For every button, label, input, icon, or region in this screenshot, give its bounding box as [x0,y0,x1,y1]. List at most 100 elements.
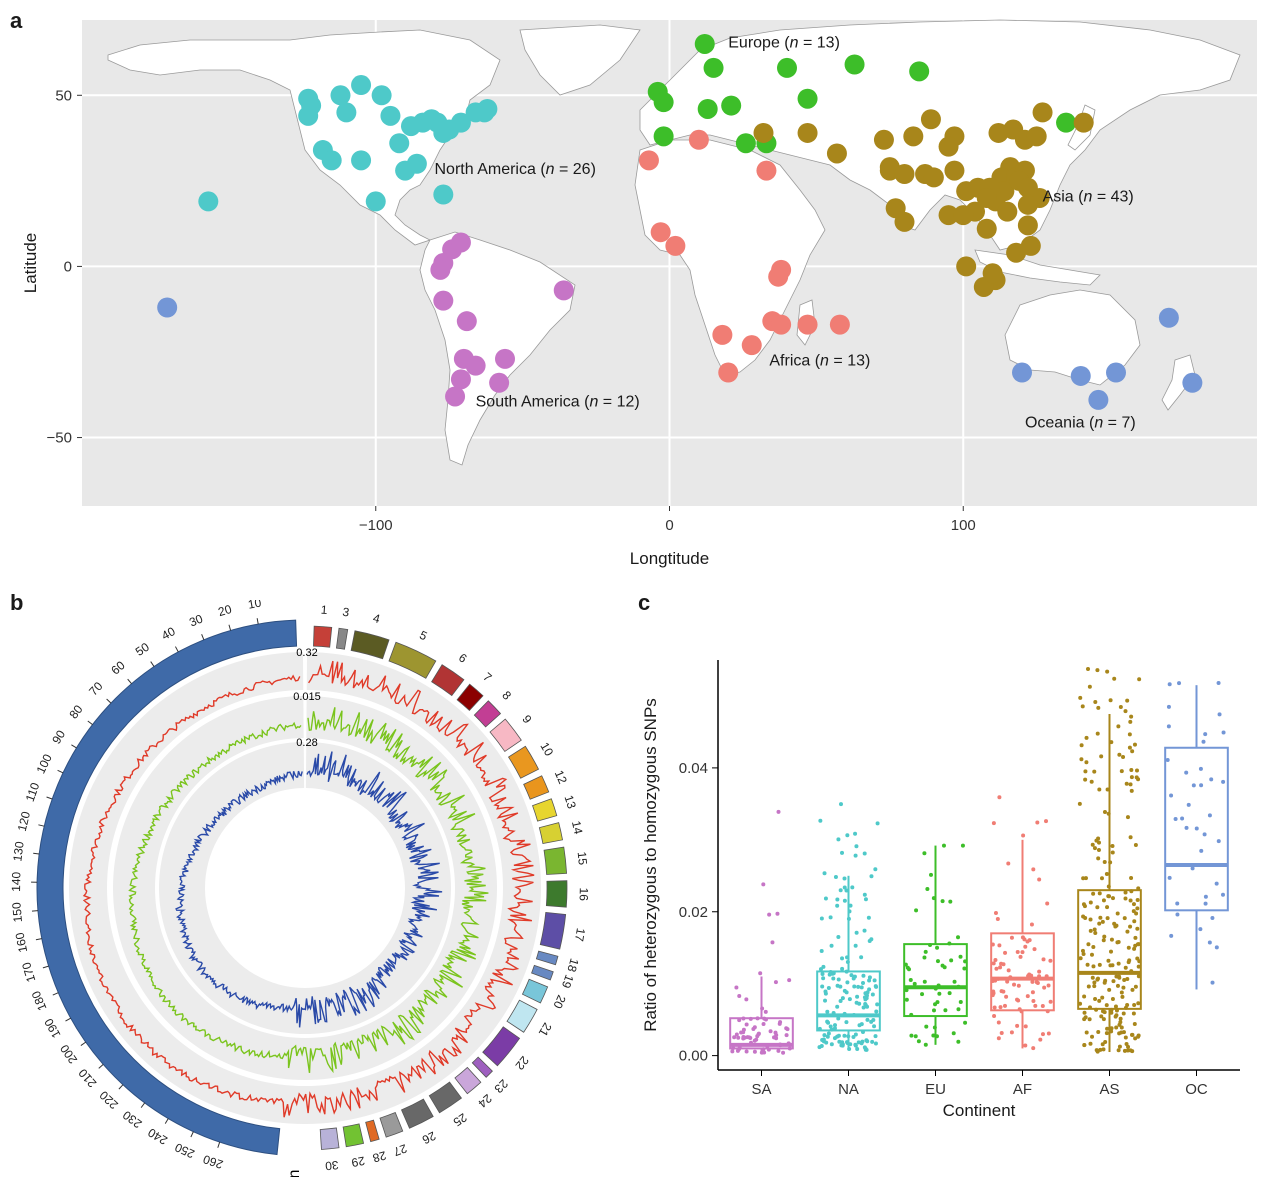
scaffold-tick [217,1141,221,1148]
jitter-point-af [999,1031,1004,1036]
jitter-point-na [849,973,854,978]
scaffold-tick [57,769,64,774]
jitter-point-as [1105,905,1110,910]
jitter-point-eu [941,843,946,848]
map-point-asia [923,167,944,188]
map-point-europe [844,54,865,75]
jitter-point-na [827,972,832,977]
map-point-europe [703,57,724,78]
jitter-point-af [997,943,1002,948]
jitter-point-as [1081,876,1086,881]
chromosome-block-5 [388,641,437,679]
jitter-point-as [1105,916,1110,921]
jitter-point-na [869,874,874,879]
chromosome-block-22 [482,1026,521,1067]
scaffold-tick [228,624,232,631]
jitter-point-na [835,897,840,902]
map-point-south-america [465,355,486,376]
jitter-point-as [1116,974,1121,979]
jitter-point-as [1110,844,1115,849]
jitter-point-na [872,1024,877,1029]
jitter-point-as [1092,846,1097,851]
jitter-point-eu [948,899,953,904]
jitter-point-as [1086,942,1091,947]
box-eu [903,943,968,1018]
jitter-point-oc [1167,875,1172,880]
jitter-point-as [1131,1011,1136,1016]
chromosome-block-28 [365,1119,380,1143]
map-point-africa [771,314,792,335]
jitter-point-na [838,888,843,893]
scaffold-tick [52,992,59,996]
jitter-point-as [1132,919,1137,924]
jitter-point-oc [1198,766,1203,771]
map-point-asia [1006,242,1027,263]
jitter-point-na [850,885,855,890]
chromosome-label-23: 23 [491,1076,511,1096]
jitter-point-as [1096,836,1101,841]
jitter-point-as [1096,856,1101,861]
jitter-point-as [1091,891,1096,896]
chromosome-label-4: 4 [371,611,381,626]
jitter-point-as [1087,1017,1092,1022]
jitter-point-as [1117,752,1122,757]
jitter-point-as [1120,994,1125,999]
jitter-point-na [861,1005,866,1010]
map-point-asia [976,218,997,239]
scaffold-tick-label: 140 [9,871,23,892]
jitter-point-sa [778,1020,783,1025]
box-sa [729,1017,794,1050]
scaffold-tick [140,1102,146,1108]
jitter-point-oc [1190,866,1195,871]
jitter-point-sa [744,1049,749,1054]
jitter-point-as [1135,926,1140,931]
map-point-asia [920,109,941,130]
jitter-point-af [1030,990,1035,995]
jitter-point-as [1110,896,1115,901]
jitter-point-na [865,1017,870,1022]
jitter-point-oc [1184,770,1189,775]
map-point-oceania [157,297,178,318]
jitter-point-as [1081,951,1086,956]
jitter-point-na [833,874,838,879]
jitter-point-as [1129,788,1134,793]
chromosome-label-5: 5 [417,628,429,644]
jitter-point-as [1088,917,1093,922]
jitter-point-eu [947,991,952,996]
jitter-point-na [821,976,826,981]
jitter-point-as [1116,1048,1121,1053]
jitter-point-na [840,1042,845,1047]
chromosome-block-10 [507,745,540,779]
jitter-point-as [1093,699,1098,704]
x-tick-label: 0 [665,517,673,534]
jitter-point-as [1090,1034,1095,1039]
map-point-asia [953,205,974,226]
map-point-north-america [336,102,357,123]
jitter-point-as [1100,1042,1105,1047]
jitter-point-oc [1207,940,1212,945]
jitter-point-as [1132,1003,1137,1008]
jitter-point-as [1127,958,1132,963]
jitter-point-as [1113,1004,1118,1009]
jitter-point-as [1079,743,1084,748]
circos-panel: 1 3 45678910121314151617181920212223242526… [9,600,591,1177]
chromosome-label-16: 16 [577,887,591,901]
jitter-point-as [1096,848,1101,853]
box-af [990,932,1055,1012]
jitter-point-na [835,1034,840,1039]
scaffold-tick [174,646,179,653]
jitter-point-na [836,977,841,982]
jitter-point-as [1129,876,1134,881]
jitter-point-na [842,876,847,881]
jitter-point-na [825,1034,830,1039]
map-point-europe [797,88,818,109]
scaffold-tick-label: 260 [201,1152,225,1172]
map-point-south-america [445,386,466,407]
jitter-point-as [1130,1032,1135,1037]
map-point-asia [944,160,965,181]
jitter-point-as [1123,965,1128,970]
chromosome-label-1: 1 [320,603,328,617]
jitter-point-eu [916,1039,921,1044]
map-point-asia [826,143,847,164]
jitter-point-eu [904,997,909,1002]
